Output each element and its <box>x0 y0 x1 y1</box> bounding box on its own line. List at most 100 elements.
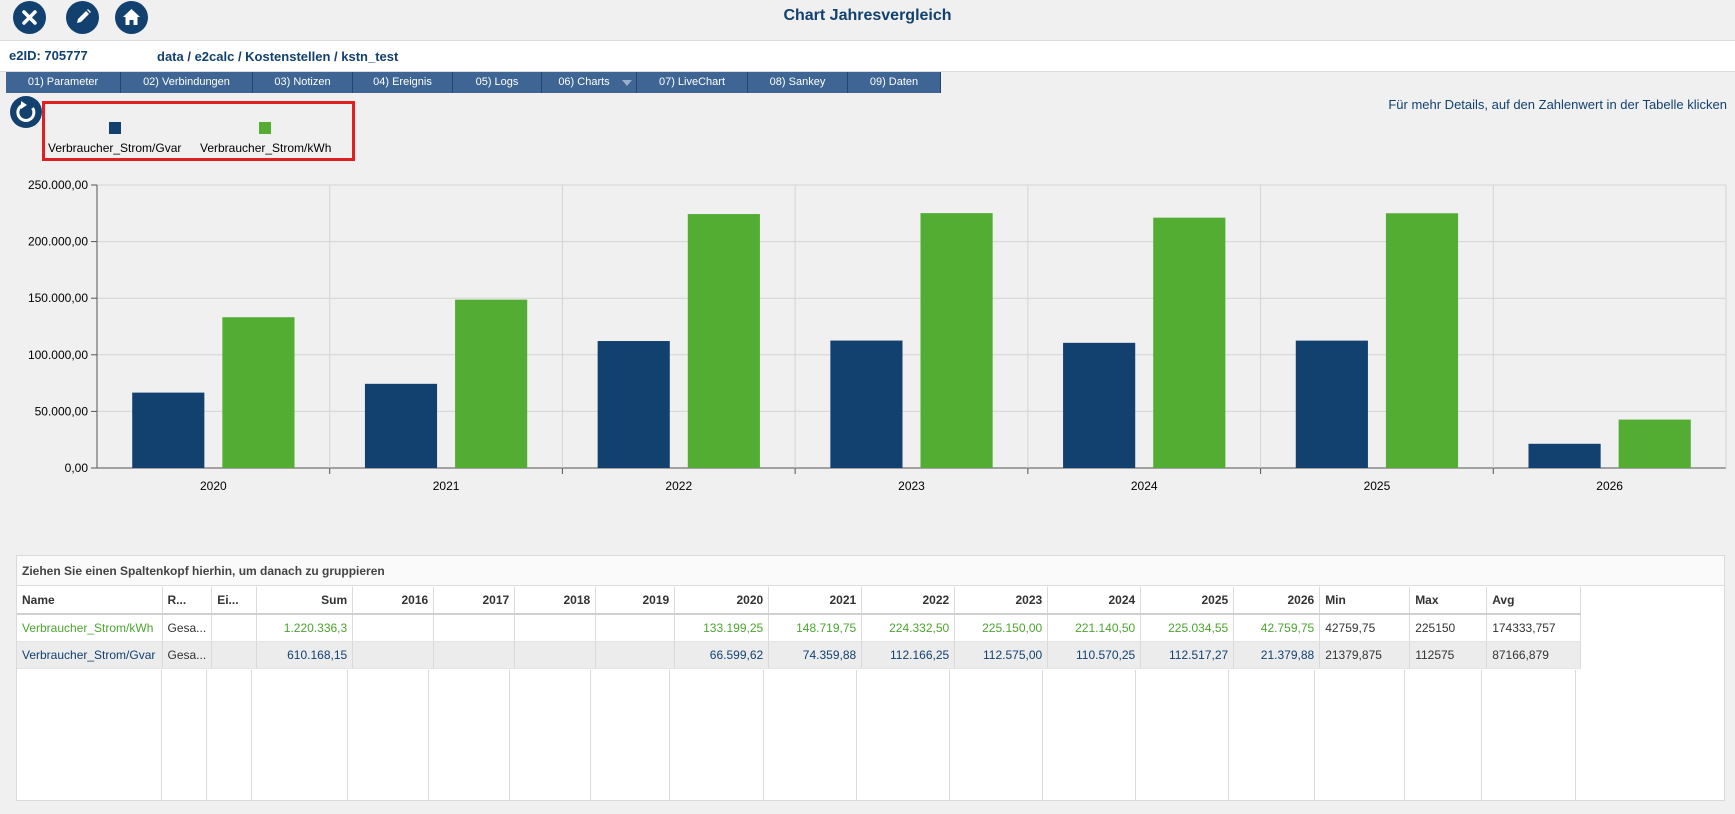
table-cell[interactable]: Gesa... <box>162 614 213 642</box>
bar-kwh-2020 <box>222 317 295 468</box>
edit-button[interactable] <box>66 1 99 34</box>
y-tick-label: 100.000,00 <box>28 348 88 362</box>
y-tick-label: 150.000,00 <box>28 291 88 305</box>
refresh-button[interactable] <box>10 96 42 128</box>
column-divider <box>669 670 670 800</box>
column-divider <box>949 670 950 800</box>
table-cell[interactable] <box>352 641 435 669</box>
close-button[interactable] <box>13 1 46 34</box>
tab-parameter[interactable]: 01) Parameter <box>6 72 121 93</box>
column-header[interactable]: 2018 <box>514 587 597 615</box>
table-cell[interactable]: 112.166,25 <box>861 641 956 669</box>
tab-daten[interactable]: 09) Daten <box>848 72 941 93</box>
column-header[interactable]: 2021 <box>768 587 863 615</box>
column-header[interactable]: Sum <box>256 587 354 615</box>
table-cell[interactable]: 225150 <box>1409 614 1488 642</box>
close-icon <box>22 10 37 25</box>
table-cell[interactable]: 42759,75 <box>1319 614 1411 642</box>
table-cell[interactable]: 174333,757 <box>1486 614 1582 642</box>
table-cell[interactable]: 610.168,15 <box>256 641 354 669</box>
legend-item-kwh[interactable]: Verbraucher_Strom/kWh <box>195 104 335 160</box>
column-header[interactable]: 2019 <box>595 587 676 615</box>
table-cell[interactable] <box>211 641 258 669</box>
table-cell[interactable]: Gesa... <box>162 641 213 669</box>
column-header[interactable]: Name <box>17 587 163 615</box>
tab-charts[interactable]: 06) Charts <box>542 72 637 93</box>
column-header[interactable]: 2025 <box>1140 587 1235 615</box>
table-cell[interactable]: 133.199,25 <box>674 614 770 642</box>
bar-gvar-2020 <box>132 392 205 468</box>
tab-livechart[interactable]: 07) LiveChart <box>637 72 748 93</box>
table-cell[interactable]: 112.575,00 <box>954 641 1049 669</box>
column-header[interactable]: 2016 <box>352 587 435 615</box>
chart-legend: Verbraucher_Strom/Gvar Verbraucher_Strom… <box>42 101 355 161</box>
table-row[interactable]: Verbraucher_Strom/Gvar Gesa... 610.168,15 6… <box>17 641 1582 669</box>
table-cell[interactable] <box>433 614 516 642</box>
column-divider <box>509 670 510 800</box>
table-cell[interactable]: 225.150,00 <box>954 614 1049 642</box>
table-row[interactable]: Verbraucher_Strom/kWh Gesa... 1.220.336,3 1… <box>17 614 1582 642</box>
column-divider <box>1042 670 1043 800</box>
column-divider <box>428 670 429 800</box>
table-cell[interactable] <box>514 614 597 642</box>
table-cell[interactable] <box>595 614 676 642</box>
table-cell[interactable]: Verbraucher_Strom/kWh <box>17 614 163 642</box>
home-button[interactable] <box>115 1 148 34</box>
bar-kwh-2022 <box>687 214 760 468</box>
legend-swatch-gvar <box>109 122 121 134</box>
column-divider <box>1575 670 1576 800</box>
column-divider <box>1228 670 1229 800</box>
legend-item-gvar[interactable]: Verbraucher_Strom/Gvar <box>45 104 185 160</box>
table-cell[interactable]: 66.599,62 <box>674 641 770 669</box>
table-cell[interactable]: 21379,875 <box>1319 641 1411 669</box>
table-cell[interactable]: 148.719,75 <box>768 614 863 642</box>
tab-notizen[interactable]: 03) Notizen <box>253 72 353 93</box>
table-cell[interactable]: 221.140,50 <box>1047 614 1142 642</box>
table-cell[interactable]: Verbraucher_Strom/Gvar <box>17 641 163 669</box>
column-header[interactable]: 2017 <box>433 587 516 615</box>
column-divider <box>1314 670 1315 800</box>
group-panel[interactable]: Ziehen Sie einen Spaltenkopf hierhin, um… <box>17 556 1724 586</box>
table-cell[interactable]: 225.034,55 <box>1140 614 1235 642</box>
y-tick-label: 50.000,00 <box>35 404 89 418</box>
bar-gvar-2022 <box>597 341 670 468</box>
table-cell[interactable]: 87166,879 <box>1486 641 1582 669</box>
table-cell[interactable] <box>514 641 597 669</box>
page-title: Chart Jahresvergleich <box>783 7 952 24</box>
bar-kwh-2026 <box>1618 419 1691 468</box>
tab-sankey[interactable]: 08) Sankey <box>748 72 848 93</box>
bar-gvar-2025 <box>1295 340 1368 468</box>
table-cell[interactable] <box>595 641 676 669</box>
column-header[interactable]: 2022 <box>861 587 956 615</box>
column-header[interactable]: Min <box>1319 587 1411 615</box>
bar-kwh-2025 <box>1385 213 1459 468</box>
table-cell[interactable]: 112.517,27 <box>1140 641 1235 669</box>
column-header[interactable]: Max <box>1409 587 1488 615</box>
tab-verbindungen[interactable]: 02) Verbindungen <box>121 72 253 93</box>
tab-logs[interactable]: 05) Logs <box>453 72 542 93</box>
e2id-label: e2ID: 705777 <box>9 48 88 63</box>
column-header[interactable]: Ei... <box>211 587 258 615</box>
column-header[interactable]: 2020 <box>674 587 770 615</box>
details-hint: Für mehr Details, auf den Zahlenwert in … <box>1388 97 1727 112</box>
chevron-down-icon[interactable] <box>622 80 632 86</box>
table-cell[interactable]: 110.570,25 <box>1047 641 1142 669</box>
table-cell[interactable] <box>352 614 435 642</box>
x-tick-label: 2024 <box>1131 479 1158 493</box>
id-row: e2ID: 705777 data / e2calc / Kostenstell… <box>0 40 1735 72</box>
refresh-icon <box>16 101 36 122</box>
column-header[interactable]: R... <box>162 587 213 615</box>
table-cell[interactable]: 1.220.336,3 <box>256 614 354 642</box>
table-cell[interactable] <box>211 614 258 642</box>
table-cell[interactable]: 112575 <box>1409 641 1488 669</box>
column-header[interactable]: 2024 <box>1047 587 1142 615</box>
column-header[interactable]: 2026 <box>1233 587 1321 615</box>
table-cell[interactable] <box>433 641 516 669</box>
tab-ereignis[interactable]: 04) Ereignis <box>353 72 453 93</box>
table-cell[interactable]: 224.332,50 <box>861 614 956 642</box>
table-cell[interactable]: 42.759,75 <box>1233 614 1321 642</box>
table-cell[interactable]: 21.379,88 <box>1233 641 1321 669</box>
column-header[interactable]: 2023 <box>954 587 1049 615</box>
column-header[interactable]: Avg <box>1486 587 1582 615</box>
table-cell[interactable]: 74.359,88 <box>768 641 863 669</box>
